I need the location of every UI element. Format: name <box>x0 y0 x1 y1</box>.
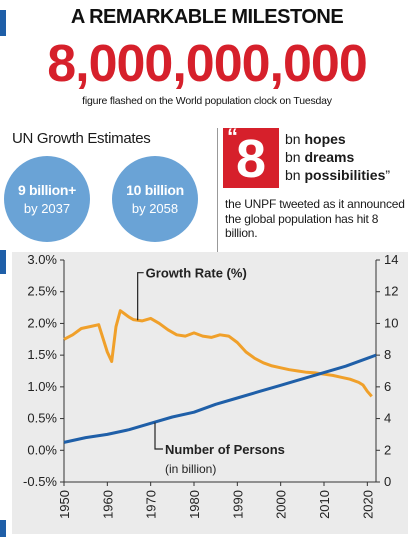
x-tick-label: 2020 <box>360 490 375 519</box>
growth-rate-line <box>63 309 373 398</box>
number-of-persons-line <box>63 353 377 444</box>
tweet-lines: bn hopes bn dreams bn possibilities” <box>285 130 390 184</box>
right-tick-label: 12 <box>384 284 398 299</box>
section-divider <box>217 128 218 254</box>
right-tick-label: 6 <box>384 379 391 394</box>
tweet-line-dreams: bn dreams <box>285 149 355 165</box>
left-tick-label: 0.5% <box>27 411 57 426</box>
x-tick-label: 1950 <box>57 490 72 519</box>
estimate-value: 10 billion <box>126 182 184 198</box>
estimate-year: by 2037 <box>23 201 71 216</box>
x-tick-label: 2010 <box>317 490 332 519</box>
growth-rate-label: Growth Rate (%) <box>146 266 247 281</box>
left-tick-label: -0.5% <box>23 474 57 489</box>
tweet-number: 8 <box>235 129 267 189</box>
x-tick-label: 1960 <box>100 490 115 519</box>
population-figure: 8,000,000,000 <box>47 35 368 93</box>
x-tick-label: 1980 <box>187 490 202 519</box>
edge-accent-top <box>0 10 6 36</box>
population-chart: 3.0% 2.5% 2.0% 1.5% 1.0% 0.5% 0.0% -0.5% 14 12 10 8… <box>12 252 408 534</box>
estimates-title: UN Growth Estimates <box>12 130 151 147</box>
right-tick-label: 0 <box>384 474 391 489</box>
estimate-value: 9 billion+ <box>17 182 77 198</box>
edge-accent-middle <box>0 250 6 274</box>
x-tick-label: 2000 <box>274 490 289 519</box>
left-tick-label: 3.0% <box>27 252 57 267</box>
tweet-line-hopes: bn hopes <box>285 131 346 147</box>
estimate-bubble-2037: 9 billion+ by 2037 <box>4 156 90 242</box>
population-caption: figure flashed on the World population c… <box>82 95 332 107</box>
estimate-bubble-2058: 10 billion by 2058 <box>112 156 198 242</box>
right-tick-label: 8 <box>384 347 391 362</box>
number-of-persons-label: Number of Persons <box>165 442 285 457</box>
chart-svg: 3.0% 2.5% 2.0% 1.5% 1.0% 0.5% 0.0% -0.5% 14 12 10 8… <box>23 252 398 519</box>
left-tick-label: 1.5% <box>27 347 57 362</box>
headline: A REMARKABLE MILESTONE <box>70 6 344 28</box>
tweet-line-possibilities: bn possibilities” <box>285 167 391 183</box>
left-tick-label: 1.0% <box>27 379 57 394</box>
x-tick-label: 1990 <box>230 490 245 519</box>
open-quote: “ <box>227 124 238 149</box>
left-tick-label: 0.0% <box>27 442 57 457</box>
right-tick-label: 4 <box>384 411 391 426</box>
tweet-number-box: “ 8 <box>223 124 279 189</box>
left-tick-label: 2.5% <box>27 284 57 299</box>
number-of-persons-unit: (in billion) <box>165 462 216 476</box>
tweet-body: the UNPF tweeted as it announced the glo… <box>225 197 405 240</box>
right-tick-label: 2 <box>384 442 391 457</box>
right-tick-label: 14 <box>384 252 398 267</box>
left-tick-label: 2.0% <box>27 315 57 330</box>
estimate-year: by 2058 <box>131 201 179 216</box>
right-tick-label: 10 <box>384 315 398 330</box>
x-tick-label: 1970 <box>144 490 159 519</box>
number-of-persons-leader <box>154 422 163 450</box>
edge-accent-bottom <box>0 520 6 537</box>
growth-rate-leader <box>137 272 144 321</box>
